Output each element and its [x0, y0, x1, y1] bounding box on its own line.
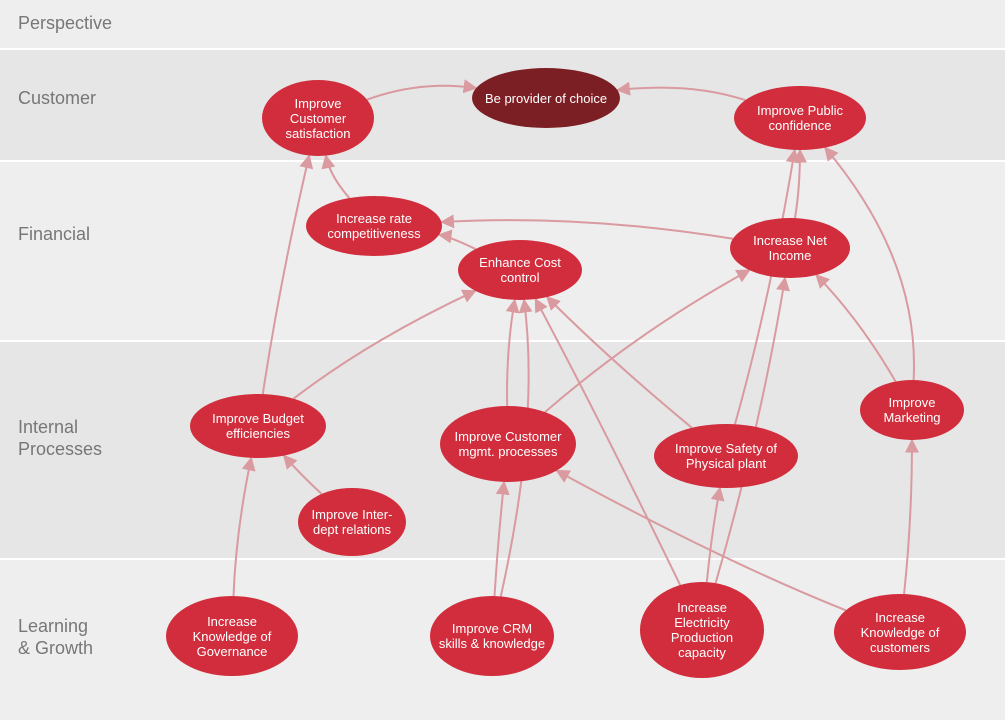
row-label-financial: Financial — [18, 223, 90, 245]
node-safety: Improve Safety of Physical plant — [654, 424, 798, 488]
node-cost_ctrl: Enhance Cost control — [458, 240, 582, 300]
node-provider: Be provider of choice — [472, 68, 620, 128]
node-gov_know: Increase Knowledge of Governance — [166, 596, 298, 676]
row-label-customer: Customer — [18, 87, 96, 109]
node-marketing: Improve Marketing — [860, 380, 964, 440]
node-crm_skills: Improve CRM skills & knowledge — [430, 596, 554, 676]
strategy-map: Perspective Customer Financial Internal Pro… — [0, 0, 1005, 720]
node-elec_cap: Increase Electricity Production capacity — [640, 582, 764, 678]
row-label-learning: Learning & Growth — [18, 615, 93, 659]
row-label-internal: Internal Processes — [18, 416, 102, 460]
node-net_income: Increase Net Income — [730, 218, 850, 278]
node-cust_know: Increase Knowledge of customers — [834, 594, 966, 670]
node-rate_comp: Increase rate competitiveness — [306, 196, 442, 256]
node-pub_conf: Improve Public confidence — [734, 86, 866, 150]
node-cust_mgmt: Improve Customer mgmt. processes — [440, 406, 576, 482]
row-perspective — [0, 0, 1005, 48]
row-label-perspective: Perspective — [18, 12, 112, 34]
node-interdept: Improve Inter-dept relations — [298, 488, 406, 556]
node-budget_eff: Improve Budget efficiencies — [190, 394, 326, 458]
node-cust_sat: Improve Customer satisfaction — [262, 80, 374, 156]
